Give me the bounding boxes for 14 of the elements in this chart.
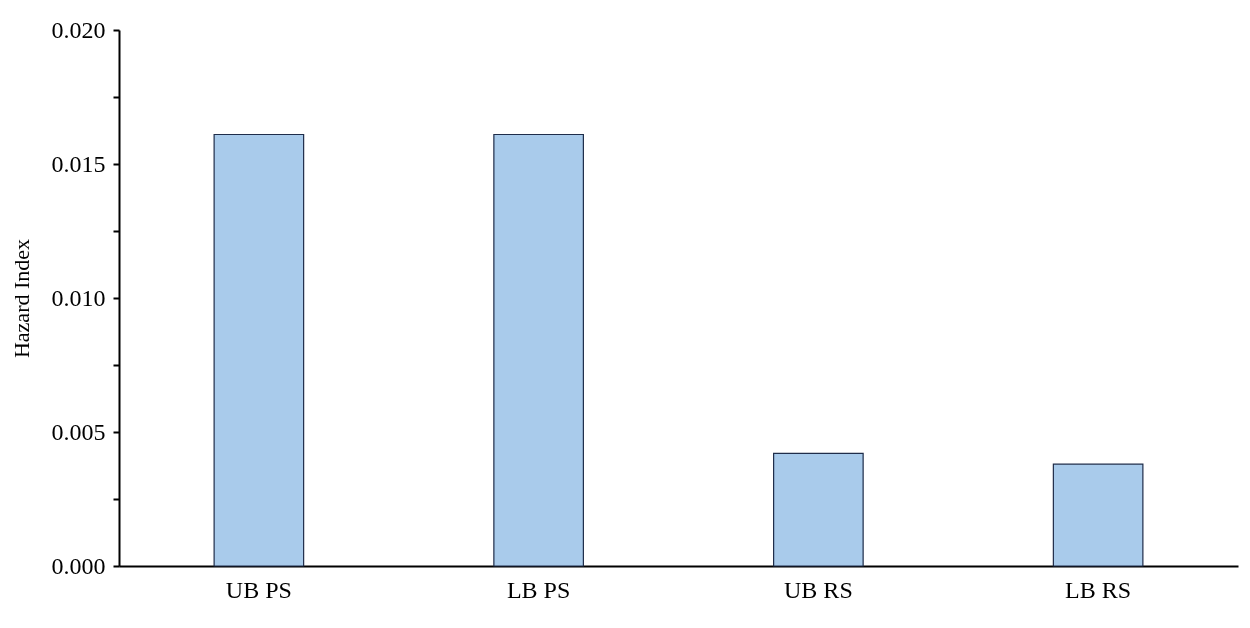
y-tick-label: 0.015 — [51, 150, 106, 177]
x-tick-label: UB RS — [784, 576, 853, 603]
y-tick-label: 0.020 — [51, 16, 106, 43]
y-tick-label: 0.010 — [51, 284, 106, 311]
y-axis-title: Hazard Index — [8, 238, 34, 359]
x-tick-label: LB RS — [1065, 576, 1132, 603]
bar — [493, 133, 584, 567]
y-tick-label: 0.000 — [51, 552, 106, 579]
bar — [1052, 463, 1144, 567]
y-tick-label: 0.005 — [51, 418, 106, 445]
x-tick-label: UB PS — [225, 576, 292, 603]
bar — [213, 133, 305, 567]
x-tick-label: LB PS — [506, 576, 571, 603]
bar — [773, 452, 864, 567]
